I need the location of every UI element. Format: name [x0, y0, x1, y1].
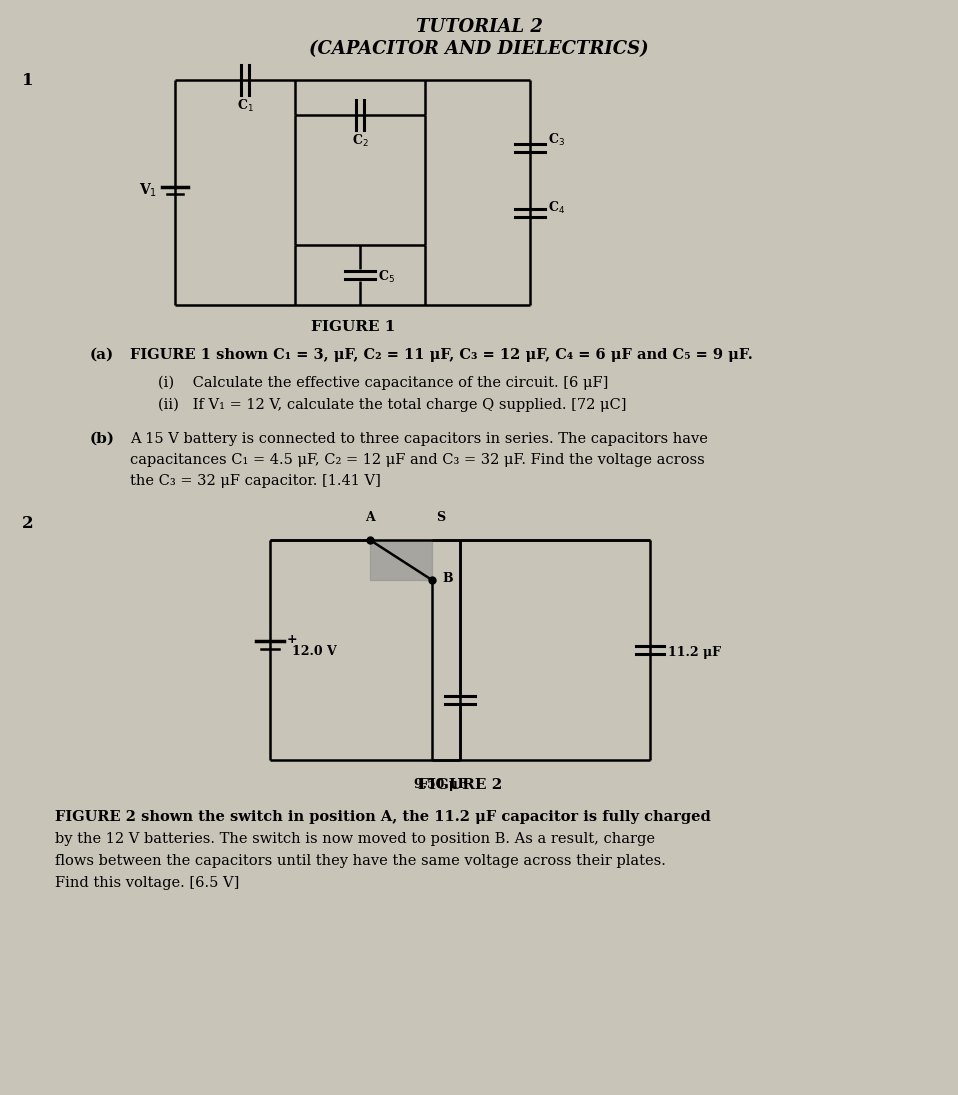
Text: +: + [287, 633, 298, 645]
Text: TUTORIAL 2: TUTORIAL 2 [416, 18, 542, 36]
Polygon shape [370, 540, 432, 580]
Text: (a): (a) [90, 348, 114, 362]
Text: B: B [442, 572, 452, 585]
Text: C$_4$: C$_4$ [548, 200, 565, 216]
Text: 1: 1 [22, 72, 34, 89]
Text: FIGURE 1: FIGURE 1 [310, 320, 396, 334]
Text: V$_1$: V$_1$ [139, 182, 157, 198]
Text: Find this voltage. [6.5 V]: Find this voltage. [6.5 V] [55, 876, 240, 890]
Text: (i)    Calculate the effective capacitance of the circuit. [6 μF]: (i) Calculate the effective capacitance … [158, 376, 608, 391]
Text: 2: 2 [22, 515, 34, 532]
Text: 11.2 μF: 11.2 μF [668, 645, 721, 658]
Text: C$_1$: C$_1$ [237, 97, 254, 114]
Text: C$_2$: C$_2$ [352, 132, 368, 149]
Text: (ii)   If V₁ = 12 V, calculate the total charge Q supplied. [72 μC]: (ii) If V₁ = 12 V, calculate the total c… [158, 397, 627, 413]
Text: 9.50 μF: 9.50 μF [414, 779, 467, 791]
Text: the C₃ = 32 μF capacitor. [1.41 V]: the C₃ = 32 μF capacitor. [1.41 V] [130, 474, 381, 488]
Text: C$_3$: C$_3$ [548, 132, 565, 148]
Text: FIGURE 1 shown C₁ = 3, μF, C₂ = 11 μF, C₃ = 12 μF, C₄ = 6 μF and C₅ = 9 μF.: FIGURE 1 shown C₁ = 3, μF, C₂ = 11 μF, C… [130, 348, 753, 362]
Text: FIGURE 2: FIGURE 2 [418, 779, 502, 792]
Text: A 15 V battery is connected to three capacitors in series. The capacitors have: A 15 V battery is connected to three cap… [130, 433, 708, 446]
Text: flows between the capacitors until they have the same voltage across their plate: flows between the capacitors until they … [55, 854, 666, 868]
Text: (b): (b) [90, 433, 115, 446]
Text: by the 12 V batteries. The switch is now moved to position B. As a result, charg: by the 12 V batteries. The switch is now… [55, 832, 655, 846]
Text: (CAPACITOR AND DIELECTRICS): (CAPACITOR AND DIELECTRICS) [309, 41, 649, 58]
Text: 12.0 V: 12.0 V [292, 645, 337, 657]
Text: FIGURE 2 shown the switch in position A, the 11.2 μF capacitor is fully charged: FIGURE 2 shown the switch in position A,… [55, 810, 711, 825]
Text: C$_5$: C$_5$ [378, 269, 395, 285]
Text: capacitances C₁ = 4.5 μF, C₂ = 12 μF and C₃ = 32 μF. Find the voltage across: capacitances C₁ = 4.5 μF, C₂ = 12 μF and… [130, 453, 705, 466]
Text: A: A [365, 511, 375, 525]
Text: S: S [436, 511, 445, 525]
